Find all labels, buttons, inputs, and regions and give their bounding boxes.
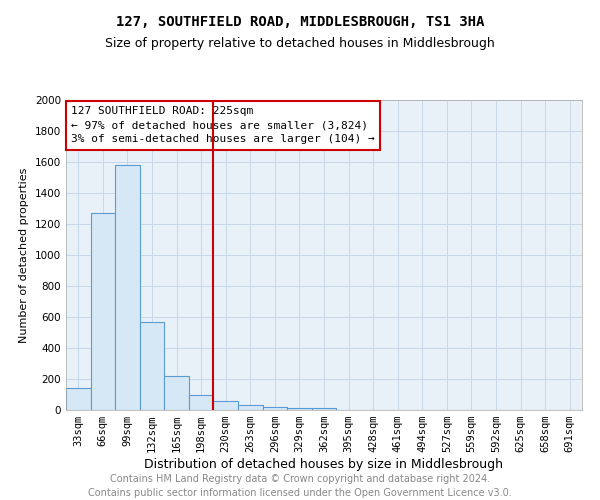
Bar	[66, 388, 91, 410]
Bar	[189, 394, 214, 410]
Bar	[91, 213, 115, 410]
Bar	[312, 408, 336, 410]
Text: 127 SOUTHFIELD ROAD: 225sqm
← 97% of detached houses are smaller (3,824)
3% of s: 127 SOUTHFIELD ROAD: 225sqm ← 97% of det…	[71, 106, 375, 144]
Bar	[263, 407, 287, 410]
Bar	[287, 408, 312, 410]
Bar	[115, 165, 140, 410]
X-axis label: Distribution of detached houses by size in Middlesbrough: Distribution of detached houses by size …	[145, 458, 503, 471]
Text: Size of property relative to detached houses in Middlesbrough: Size of property relative to detached ho…	[105, 38, 495, 51]
Bar	[214, 400, 238, 410]
Bar	[164, 376, 189, 410]
Text: Contains HM Land Registry data © Crown copyright and database right 2024.
Contai: Contains HM Land Registry data © Crown c…	[88, 474, 512, 498]
Bar	[140, 322, 164, 410]
Text: 127, SOUTHFIELD ROAD, MIDDLESBROUGH, TS1 3HA: 127, SOUTHFIELD ROAD, MIDDLESBROUGH, TS1…	[116, 15, 484, 29]
Bar	[238, 404, 263, 410]
Y-axis label: Number of detached properties: Number of detached properties	[19, 168, 29, 342]
